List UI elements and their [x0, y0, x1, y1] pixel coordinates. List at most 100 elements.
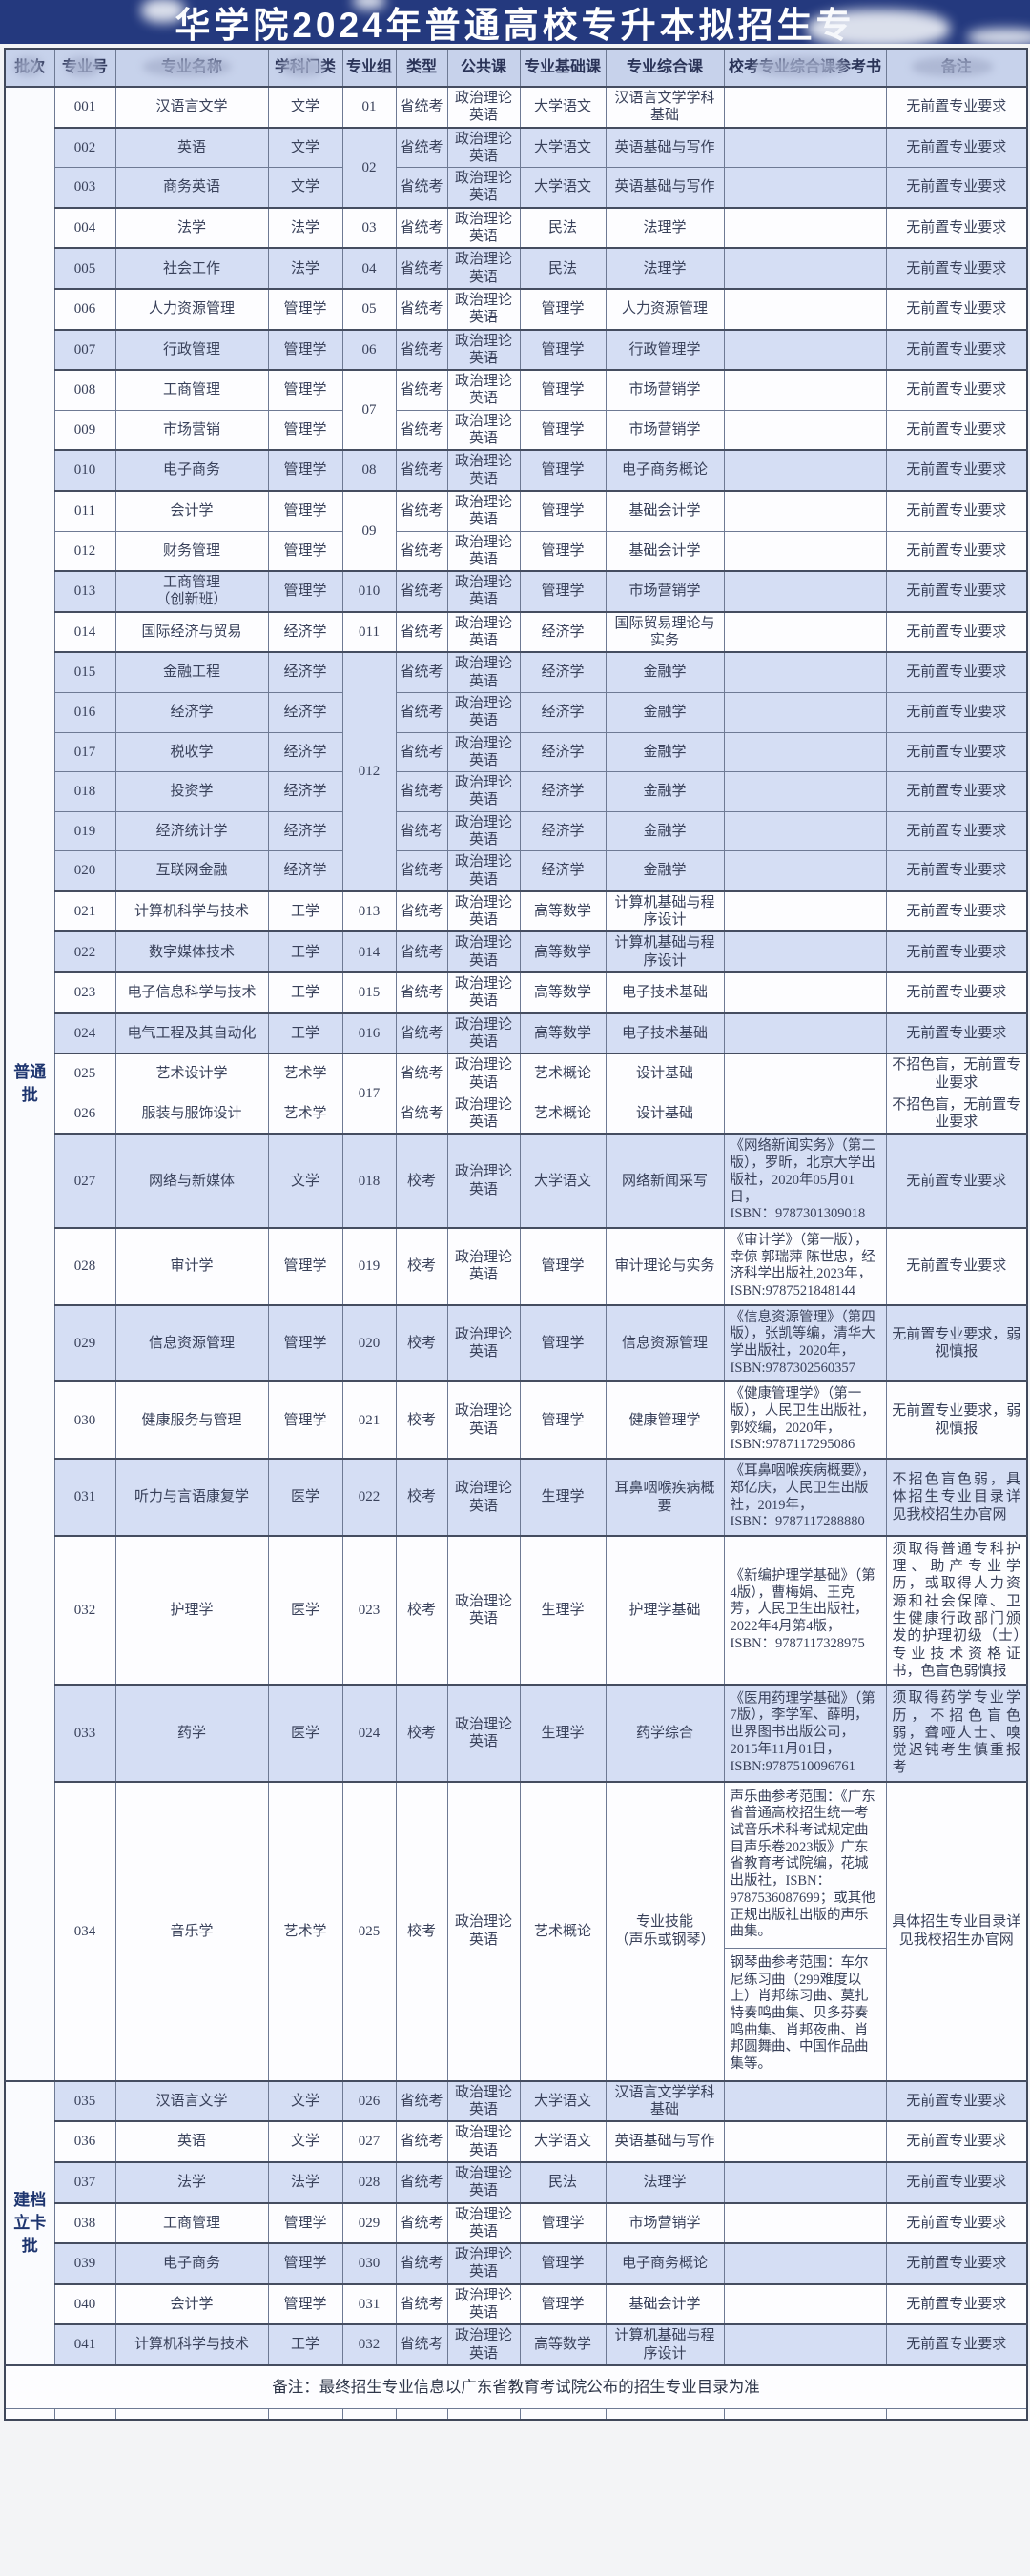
- cell-category: 经济学: [267, 691, 343, 733]
- cell-remark: 须取得药学专业学历，不招色盲色弱，聋哑人士、嗅觉迟钝考生慎重报考: [885, 1684, 1028, 1783]
- cell-remark: 无前置专业要求: [885, 489, 1028, 532]
- cell-basic-course: 民法: [519, 2160, 607, 2204]
- cell-major-name: 服装与服饰设计: [114, 1093, 269, 1135]
- cell-basic-course: 管理学: [519, 489, 607, 532]
- cell-category: 文学: [267, 2079, 343, 2122]
- cell-remark: 无前置专业要求: [885, 610, 1028, 653]
- cell-remark: 无前置专业要求: [885, 2242, 1028, 2285]
- cell-remark: 具体招生专业目录详见我校招生办官网: [885, 1780, 1028, 2082]
- cell-comprehensive-course: 市场营销学: [605, 570, 725, 613]
- cell-basic-course: 高等数学: [519, 889, 607, 932]
- table-row: 012 财务管理 管理学 省统考 政治理论 英语 管理学 基础会计学 无前置专业要求: [5, 530, 1028, 572]
- table-row: 041 计算机科学与技术 工学 032 省统考 政治理论 英语 高等数学 计算机基础与程 序设…: [5, 2323, 1028, 2366]
- cell-public-course: 政治理论 英语: [446, 1780, 521, 2082]
- cell-exam-type: 校考: [395, 1380, 448, 1460]
- cell-major-name: 计算机科学与技术: [114, 2323, 269, 2366]
- cell-public-course: 政治理论 英语: [446, 889, 521, 932]
- cell-group: 010: [341, 570, 397, 613]
- column-header: 专业号: [53, 48, 116, 88]
- cell-remark: 无前置专业要求: [885, 691, 1028, 733]
- cell-remark: 无前置专业要求: [885, 126, 1028, 169]
- cell-reference-book: [723, 1012, 887, 1054]
- cell-basic-course: 管理学: [519, 1226, 607, 1306]
- cell-comprehensive-course: 基础会计学: [605, 489, 725, 532]
- cell-exam-type: 省统考: [395, 771, 448, 812]
- cell-reference-book: [723, 2079, 887, 2122]
- cell-comprehensive-course: 电子商务概论: [605, 449, 725, 492]
- cell-basic-course: 管理学: [519, 1303, 607, 1382]
- cell-major-name: 电子商务: [114, 2242, 269, 2285]
- cell-major-no: 023: [53, 971, 116, 1014]
- cell-exam-type: 省统考: [395, 449, 448, 492]
- cell-exam-type: 省统考: [395, 2323, 448, 2366]
- cell-major-no: 029: [53, 1303, 116, 1382]
- column-header: 校考专业综合课参考书: [723, 48, 887, 88]
- cell-reference-book: [723, 930, 887, 973]
- cell-basic-course: 生理学: [519, 1534, 607, 1686]
- empty-cell: [885, 2408, 1028, 2420]
- cell-major-no: 036: [53, 2120, 116, 2163]
- cell-exam-type: 校考: [395, 1458, 448, 1537]
- cell-reference-book: [723, 1053, 887, 1094]
- cell-basic-course: 管理学: [519, 2282, 607, 2325]
- cell-major-no: 038: [53, 2201, 116, 2244]
- cell-comprehensive-course: 信息资源管理: [605, 1303, 725, 1382]
- cell-category: 管理学: [267, 1303, 343, 1382]
- table-row: 020 互联网金融 经济学 省统考 政治理论 英语 经济学 金融学 无前置专业要求: [5, 850, 1028, 892]
- cell-public-course: 政治理论 英语: [446, 287, 521, 331]
- cell-basic-course: 高等数学: [519, 971, 607, 1014]
- table-row: 031 听力与言语康复学 医学 022 校考 政治理论 英语 生理学 耳鼻咽喉疾病概 要《耳鼻…: [5, 1458, 1028, 1537]
- cell-major-name: 经济学: [114, 691, 269, 733]
- table-row: 017 税收学 经济学 省统考 政治理论 英语 经济学 金融学 无前置专业要求: [5, 731, 1028, 773]
- cell-exam-type: 省统考: [395, 930, 448, 973]
- cell-major-name: 法学: [114, 2160, 269, 2204]
- cell-remark: 无前置专业要求: [885, 570, 1028, 613]
- cell-reference-book: [723, 167, 887, 209]
- cell-comprehensive-course: 耳鼻咽喉疾病概 要: [605, 1458, 725, 1537]
- cell-reference-book: [723, 651, 887, 693]
- column-header: 批次: [4, 48, 55, 88]
- cell-major-name: 工商管理 （创新班）: [114, 570, 269, 613]
- cell-remark: 不招色盲，无前置专 业要求: [885, 1053, 1028, 1094]
- cell-reference-book: [723, 731, 887, 773]
- table-row: 037 法学 法学 028 省统考 政治理论 英语 民法 法理学 无前置专业要求: [5, 2160, 1028, 2204]
- cell-reference-book: 《医用药理学基础》（第7版），李学军、薛明，世界图书出版公司， 2015年11月…: [723, 1684, 887, 1783]
- table-row: 023 电子信息科学与技术 工学 015 省统考 政治理论 英语 高等数学 电子技术基础 无前置…: [5, 971, 1028, 1014]
- cell-remark: 无前置专业要求: [885, 287, 1028, 331]
- cell-public-course: 政治理论 英语: [446, 369, 521, 411]
- table-row: 030 健康服务与管理 管理学 021 校考 政治理论 英语 管理学 健康管理学 《健康管理学》…: [5, 1380, 1028, 1460]
- cell-category: 经济学: [267, 731, 343, 773]
- cell-major-no: 037: [53, 2160, 116, 2204]
- cell-category: 工学: [267, 2323, 343, 2366]
- cell-category: 管理学: [267, 530, 343, 572]
- cell-public-course: 政治理论 英语: [446, 1053, 521, 1094]
- cell-remark: 无前置专业要求: [885, 167, 1028, 209]
- table-row: 015 金融工程 经济学 012 省统考 政治理论 英语 经济学 金融学 无前置专业要求: [5, 651, 1028, 892]
- table-row: 022 数字媒体技术 工学 014 省统考 政治理论 英语 高等数学 计算机基础与程 序设计 无…: [5, 930, 1028, 973]
- cell-major-no: 033: [53, 1684, 116, 1783]
- cell-public-course: 政治理论 英语: [446, 1303, 521, 1382]
- table-row: 025 艺术设计学 艺术学 017 省统考 政治理论 英语 艺术概论 设计基础 不招色盲，无前置…: [5, 1053, 1028, 1135]
- cell-major-no: 007: [53, 328, 116, 371]
- cell-comprehensive-course: 设计基础: [605, 1093, 725, 1135]
- cell-reference-book: [723, 530, 887, 572]
- cell-group: 015: [341, 971, 397, 1014]
- cell-reference-book: [723, 247, 887, 290]
- cell-reference-book: [723, 610, 887, 653]
- empty-cell: [341, 2408, 397, 2420]
- cell-category: 文学: [267, 86, 343, 129]
- cell-group: 027: [341, 2120, 397, 2163]
- cell-exam-type: 省统考: [395, 2201, 448, 2244]
- cell-basic-course: 管理学: [519, 570, 607, 613]
- cell-public-course: 政治理论 英语: [446, 651, 521, 693]
- cell-basic-course: 经济学: [519, 850, 607, 892]
- cell-exam-type: 省统考: [395, 2242, 448, 2285]
- cell-group: 023: [341, 1534, 397, 1686]
- cell-major-no: 030: [53, 1380, 116, 1460]
- cell-category: 经济学: [267, 610, 343, 653]
- cell-public-course: 政治理论 英语: [446, 930, 521, 973]
- blur-smudge: [807, 10, 950, 44]
- cell-comprehensive-course: 电子商务概论: [605, 2242, 725, 2285]
- cell-public-course: 政治理论 英语: [446, 2242, 521, 2285]
- cell-exam-type: 校考: [395, 1226, 448, 1306]
